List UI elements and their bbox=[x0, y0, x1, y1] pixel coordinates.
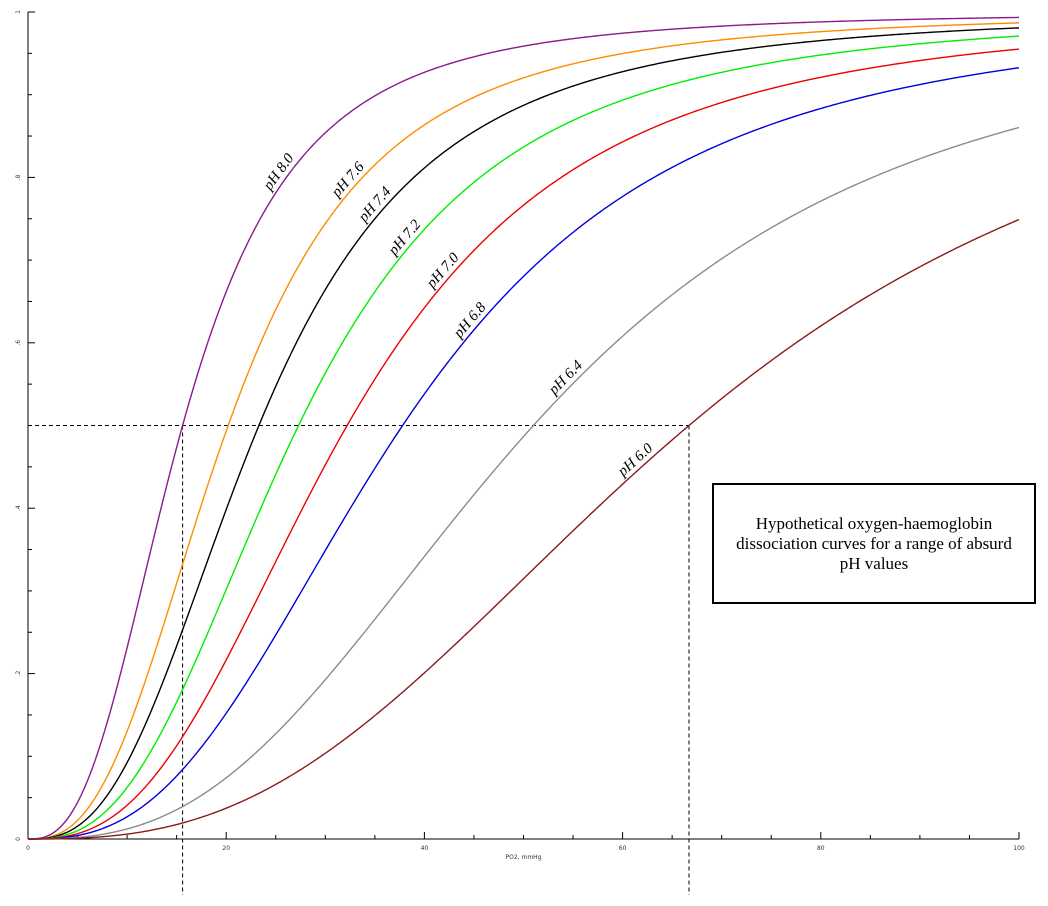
curve-ph-7-0 bbox=[28, 48, 1020, 840]
x-tick-label: 60 bbox=[619, 845, 627, 852]
curve-label: pH 6.0 bbox=[614, 440, 656, 480]
annotation-text: Hypothetical oxygen-haemoglobin dissocia… bbox=[736, 513, 1012, 573]
curve-label: pH 6.4 bbox=[545, 357, 586, 398]
y-tick-label: .2 bbox=[15, 671, 22, 677]
y-tick-label: 0 bbox=[15, 837, 22, 841]
curve-ph-7-4 bbox=[28, 27, 1020, 840]
y-tick-label: 1 bbox=[15, 10, 22, 14]
x-tick-label: 40 bbox=[421, 845, 429, 852]
x-tick-label: 80 bbox=[817, 845, 825, 852]
curve-ph-6-0 bbox=[28, 218, 1020, 840]
curves bbox=[27, 16, 1020, 840]
curve-ph-7-6 bbox=[27, 22, 1020, 840]
x-tick-label: 100 bbox=[1013, 845, 1025, 852]
x-tick-label: 0 bbox=[26, 845, 30, 852]
x-axis-title: PO2, mmHg bbox=[506, 854, 542, 861]
curve-labels: pH 8.0 pH 7.6pH 7.4pH 7.2pH 7.0pH 6.8pH 6… bbox=[260, 150, 657, 480]
y-tick-label: .8 bbox=[15, 174, 22, 180]
x-tick-label: 20 bbox=[222, 845, 230, 852]
y-tick-label: .6 bbox=[15, 340, 22, 346]
curve-ph-6-4 bbox=[28, 126, 1020, 840]
curve-ph-8-0 bbox=[27, 16, 1020, 840]
curve-ph-6-8 bbox=[28, 67, 1020, 840]
axes: 0 .2 .4 .6 .8 1 0 20 40 60 80 100 PO2, mmHg bbox=[15, 10, 1025, 861]
reference-lines bbox=[28, 425, 690, 895]
curve-ph-7-2 bbox=[28, 35, 1020, 840]
annotation-box: Hypothetical oxygen-haemoglobin dissocia… bbox=[712, 483, 1036, 604]
y-tick-label: .4 bbox=[15, 505, 22, 511]
